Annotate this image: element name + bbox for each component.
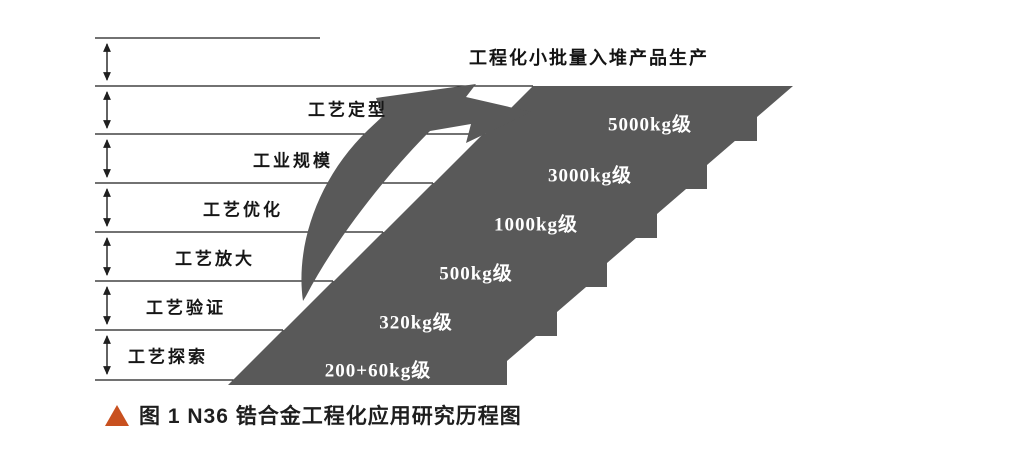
step-slab-320kg bbox=[278, 281, 593, 336]
step-slab-3000kg bbox=[428, 134, 743, 189]
stage-label-process-scaleup: 工艺放大 bbox=[175, 249, 255, 269]
figure-caption: 图 1 N36 锆合金工程化应用研究历程图 bbox=[105, 401, 522, 429]
step-slabs bbox=[228, 86, 793, 385]
step-label-1000kg: 1000kg级 bbox=[493, 214, 579, 236]
caption-triangle-icon bbox=[105, 404, 129, 426]
step-label-500kg: 500kg级 bbox=[439, 263, 513, 285]
step-label-5000kg: 5000kg级 bbox=[607, 114, 693, 136]
grid-lines bbox=[95, 37, 533, 381]
stage-label-process-validation: 工艺验证 bbox=[146, 298, 226, 318]
progress-swoosh-arrow bbox=[301, 84, 531, 301]
step-slab-5000kg bbox=[478, 86, 793, 141]
stage-label-process-finalization: 工艺定型 bbox=[308, 100, 388, 120]
step-slab-1000kg bbox=[378, 183, 693, 238]
stage-label-industrial-scale: 工业规模 bbox=[253, 151, 333, 171]
caption-text: 图 1 N36 锆合金工程化应用研究历程图 bbox=[139, 405, 522, 428]
top-production-title: 工程化小批量入堆产品生产 bbox=[469, 48, 709, 68]
step-label-320kg: 320kg级 bbox=[379, 312, 453, 334]
step-label-3000kg: 3000kg级 bbox=[547, 165, 633, 187]
step-slab-200-60kg bbox=[228, 330, 543, 385]
step-label-200-60kg: 200+60kg级 bbox=[324, 360, 432, 382]
stage-label-process-optimization: 工艺优化 bbox=[203, 200, 283, 220]
step-slab-500kg bbox=[328, 232, 643, 287]
stage-label-process-exploration: 工艺探索 bbox=[128, 347, 208, 367]
